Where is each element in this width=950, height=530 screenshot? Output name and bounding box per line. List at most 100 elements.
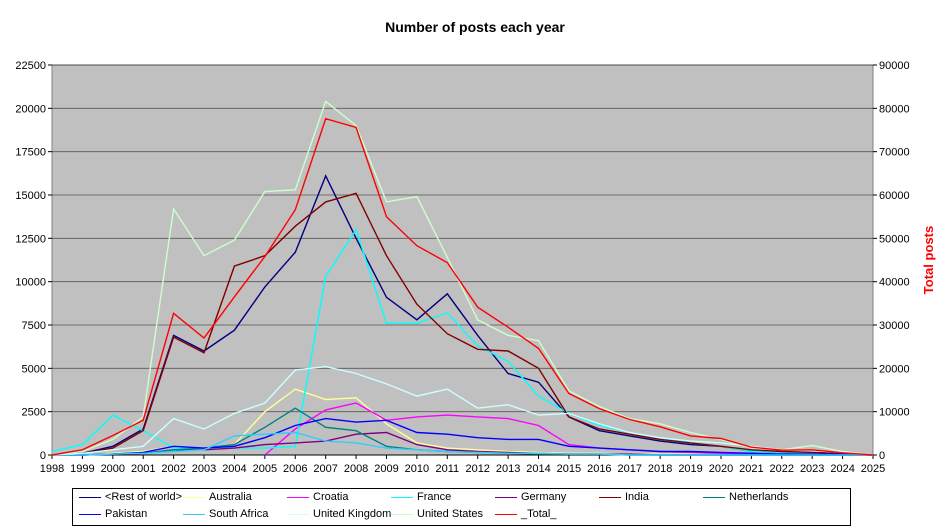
x-tick-label: 2019 xyxy=(678,463,702,475)
y-tick-label: 22500 xyxy=(15,60,46,72)
series-line-united-states xyxy=(51,100,874,456)
series-line-south-africa xyxy=(52,431,873,456)
x-tick-label: 2013 xyxy=(496,463,520,475)
legend-item: Australia xyxy=(183,491,252,507)
x-tick-label: 2022 xyxy=(770,463,794,475)
x-tick-label: 2006 xyxy=(283,463,307,475)
line-chart: Number of posts each year 0 2500 5000 7500 1… xyxy=(15,19,936,475)
legend-swatch xyxy=(79,496,101,498)
x-tick-label: 2004 xyxy=(222,463,246,475)
y-tick-label: 17500 xyxy=(15,147,46,159)
x-tick-label: 2025 xyxy=(861,463,885,475)
y-axis-right: 0 10000 20000 30000 40000 50000 60000 70000 8000… xyxy=(873,60,910,462)
y2-tick-label: 40000 xyxy=(879,277,910,289)
y-tick-label: 20000 xyxy=(15,103,46,115)
legend-item: _Total_ xyxy=(495,508,556,524)
legend-label: Croatia xyxy=(313,491,349,503)
y-tick-label: 10000 xyxy=(15,277,46,289)
y2-tick-label: 70000 xyxy=(879,147,910,159)
legend-swatch xyxy=(287,513,309,515)
legend-label: _Total_ xyxy=(521,508,557,520)
y-axis-left: 0 2500 5000 7500 10000 12500 15000 17500 20000 22… xyxy=(15,60,52,462)
x-axis: 1998 1999 2000 2001 2002 2003 2004 2005 2006 2007… xyxy=(40,454,885,475)
legend-label: United Kingdom xyxy=(313,508,392,520)
series-line-total xyxy=(51,117,874,456)
legend-label: South Africa xyxy=(209,508,269,520)
legend-item: United Kingdom xyxy=(287,508,391,524)
x-tick-label: 2014 xyxy=(526,463,550,475)
legend-swatch xyxy=(183,513,205,515)
legend-item: Pakistan xyxy=(79,508,147,524)
series-line-united-kingdom xyxy=(51,365,874,456)
legend-swatch xyxy=(599,496,621,498)
y2-tick-label: 30000 xyxy=(879,320,910,332)
series-lines xyxy=(51,100,874,456)
plot-area xyxy=(51,64,874,456)
legend-label: Australia xyxy=(209,491,252,503)
x-tick-label: 2012 xyxy=(465,463,489,475)
legend-swatch xyxy=(703,496,725,498)
y-tick-label: 12500 xyxy=(15,233,46,245)
legend-label: United States xyxy=(417,508,484,520)
legend-item: France xyxy=(391,491,451,507)
legend-item: South Africa xyxy=(183,508,268,524)
y-tick-label: 0 xyxy=(40,450,46,462)
legend-swatch xyxy=(79,513,101,515)
x-tick-label: 1999 xyxy=(70,463,94,475)
y2-tick-label: 0 xyxy=(879,450,885,462)
series-line-france xyxy=(51,228,874,456)
x-tick-label: 2002 xyxy=(161,463,185,475)
x-tick-label: 2015 xyxy=(557,463,581,475)
right-axis-label: Total posts xyxy=(921,226,936,294)
y2-tick-label: 50000 xyxy=(879,233,910,245)
legend-swatch xyxy=(495,513,517,515)
legend-label: Pakistan xyxy=(105,508,148,520)
legend-label: India xyxy=(625,491,649,503)
legend-label: Netherlands xyxy=(729,491,789,503)
y2-tick-label: 80000 xyxy=(879,103,910,115)
x-tick-label: 2023 xyxy=(800,463,824,475)
x-tick-label: 2020 xyxy=(709,463,733,475)
x-tick-label: 2024 xyxy=(830,463,854,475)
legend-label: France xyxy=(417,491,452,503)
legend-swatch xyxy=(495,496,517,498)
y2-tick-label: 90000 xyxy=(879,60,910,72)
legend-item: Germany xyxy=(495,491,566,507)
x-tick-label: 1998 xyxy=(40,463,64,475)
x-tick-label: 2008 xyxy=(344,463,368,475)
y-tick-label: 2500 xyxy=(22,407,46,419)
x-tick-label: 2010 xyxy=(405,463,429,475)
legend-item: <Rest of world> xyxy=(79,491,182,507)
legend-swatch xyxy=(183,496,205,498)
y-tick-label: 7500 xyxy=(22,320,46,332)
legend-item: Croatia xyxy=(287,491,348,507)
y2-tick-label: 60000 xyxy=(879,190,910,202)
y2-tick-label: 20000 xyxy=(879,363,910,375)
x-tick-label: 2009 xyxy=(374,463,398,475)
legend-item: India xyxy=(599,491,649,507)
legend-label: Germany xyxy=(521,491,567,503)
x-tick-label: 2000 xyxy=(101,463,125,475)
x-tick-label: 2021 xyxy=(739,463,763,475)
legend: <Rest of world> Australia Croatia France Ger… xyxy=(72,488,851,526)
legend-label: <Rest of world> xyxy=(105,491,183,503)
chart-title: Number of posts each year xyxy=(385,19,565,35)
x-tick-label: 2005 xyxy=(253,463,277,475)
series-line-india xyxy=(51,192,874,456)
x-tick-label: 2016 xyxy=(587,463,611,475)
legend-item: Netherlands xyxy=(703,491,788,507)
y-tick-label: 5000 xyxy=(22,363,46,375)
x-tick-label: 2007 xyxy=(313,463,337,475)
y-tick-label: 15000 xyxy=(15,190,46,202)
y2-tick-label: 10000 xyxy=(879,407,910,419)
legend-item: United States xyxy=(391,508,483,524)
x-tick-label: 2011 xyxy=(435,463,459,475)
legend-swatch xyxy=(287,496,309,498)
series-line-pakistan xyxy=(52,417,874,456)
x-tick-label: 2001 xyxy=(131,463,155,475)
legend-swatch xyxy=(391,513,413,515)
x-tick-label: 2018 xyxy=(648,463,672,475)
x-tick-label: 2017 xyxy=(617,463,641,475)
x-tick-label: 2003 xyxy=(192,463,216,475)
legend-swatch xyxy=(391,496,413,498)
